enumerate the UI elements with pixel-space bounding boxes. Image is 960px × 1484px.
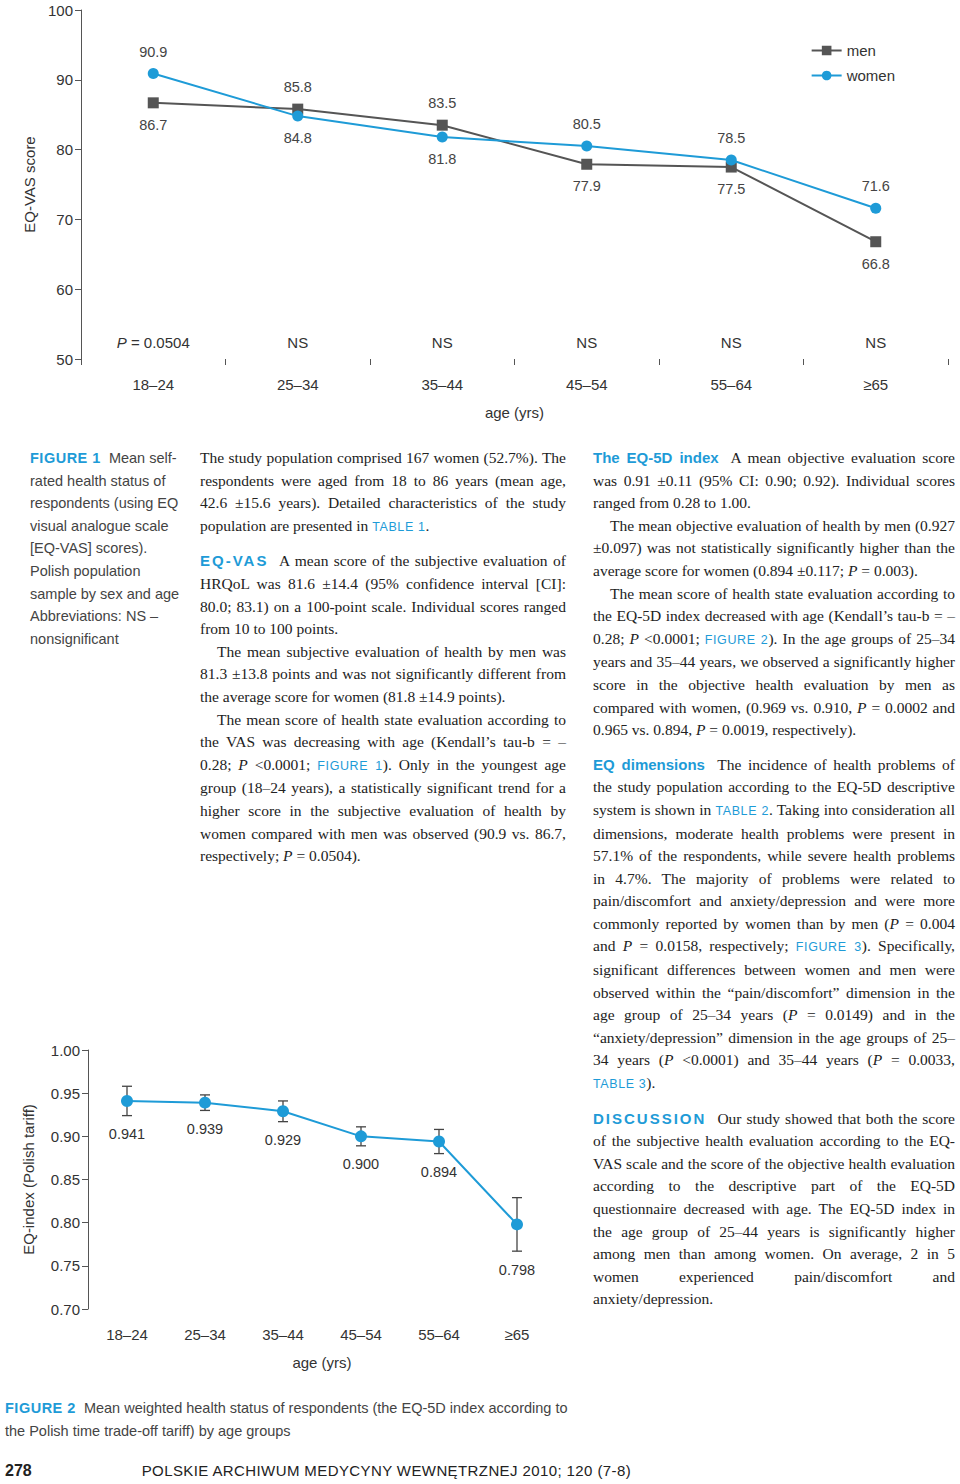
svg-text:18–24: 18–24 bbox=[106, 1326, 148, 1343]
svg-text:85.8: 85.8 bbox=[284, 79, 312, 95]
svg-text:25–34: 25–34 bbox=[184, 1326, 226, 1343]
svg-text:NS: NS bbox=[287, 334, 308, 351]
html-text:Mean self-rated health status: Mean self-rated health status of respond… bbox=[30, 450, 180, 602]
svg-text:70: 70 bbox=[56, 211, 73, 228]
svg-text:≥65: ≥65 bbox=[863, 376, 888, 393]
svg-text:80: 80 bbox=[56, 141, 73, 158]
svg-text:83.5: 83.5 bbox=[428, 95, 456, 111]
svg-text:P: P bbox=[117, 334, 127, 351]
svg-text:18–24: 18–24 bbox=[132, 376, 174, 393]
svg-text:0.941: 0.941 bbox=[109, 1126, 145, 1142]
svg-text:45–54: 45–54 bbox=[340, 1326, 382, 1343]
html-text:DISCUSSION: DISCUSSION bbox=[593, 1109, 707, 1127]
svg-text:71.6: 71.6 bbox=[862, 178, 890, 194]
svg-text:0.900: 0.900 bbox=[343, 1156, 379, 1172]
svg-text:77.5: 77.5 bbox=[717, 181, 745, 197]
svg-text:45–54: 45–54 bbox=[566, 376, 608, 393]
html-text:Abbreviations: NS – nonsignifi: Abbreviations: NS – nonsignificant bbox=[30, 608, 159, 647]
svg-text:1.00: 1.00 bbox=[51, 1042, 80, 1059]
html-text:FIGURE 1: FIGURE 1 bbox=[30, 450, 101, 466]
svg-text:78.5: 78.5 bbox=[717, 130, 745, 146]
svg-text:0.929: 0.929 bbox=[265, 1132, 301, 1148]
svg-text:0.95: 0.95 bbox=[51, 1085, 80, 1102]
html-text:The incidence of health proble: The incidence of health problems of the … bbox=[593, 755, 955, 1069]
svg-text:NS: NS bbox=[721, 334, 742, 351]
svg-text:= 0.0504: = 0.0504 bbox=[127, 334, 190, 351]
svg-text:77.9: 77.9 bbox=[573, 178, 601, 194]
html-text:A mean score of the subjective: A mean score of the subjective evaluatio… bbox=[200, 552, 566, 638]
svg-text:≥65: ≥65 bbox=[505, 1326, 530, 1343]
html-text:Our study showed that both the: Our study showed that both the score of … bbox=[593, 1109, 955, 1308]
svg-text:men: men bbox=[847, 42, 876, 59]
svg-text:NS: NS bbox=[865, 334, 886, 351]
html-text:The mean score of health state: The mean score of health state evaluatio… bbox=[593, 584, 955, 739]
svg-text:0.894: 0.894 bbox=[421, 1164, 457, 1180]
svg-text:90: 90 bbox=[56, 71, 73, 88]
svg-text:EQ-index (Polish tariff): EQ-index (Polish tariff) bbox=[20, 1104, 37, 1255]
svg-text:0.70: 0.70 bbox=[51, 1301, 80, 1318]
svg-text:86.7: 86.7 bbox=[139, 117, 167, 133]
svg-text:0.80: 0.80 bbox=[51, 1214, 80, 1231]
html-text:Mean weighted health status of: Mean weighted health status of responden… bbox=[5, 1400, 568, 1439]
html-text:The mean objective evaluation: The mean objective evaluation of health … bbox=[593, 516, 955, 579]
html-text:TABLE 3).: TABLE 3). bbox=[593, 1074, 656, 1091]
svg-text:0.798: 0.798 bbox=[499, 1262, 535, 1278]
svg-text:EQ-VAS score: EQ-VAS score bbox=[21, 136, 38, 232]
svg-text:NS: NS bbox=[576, 334, 597, 351]
html-text:The mean score of health state: The mean score of health state evaluatio… bbox=[200, 710, 566, 865]
svg-text:35–44: 35–44 bbox=[421, 376, 463, 393]
html-text:The study population comprised: The study population comprised 167 women… bbox=[200, 449, 566, 534]
html-text:EQ dimensions: EQ dimensions bbox=[593, 755, 705, 773]
svg-text:35–44: 35–44 bbox=[262, 1326, 304, 1343]
html-text:FIGURE 2: FIGURE 2 bbox=[5, 1400, 76, 1416]
html-text:The mean subjective evaluation: The mean subjective evaluation of health… bbox=[200, 642, 566, 705]
svg-text:0.75: 0.75 bbox=[51, 1257, 80, 1274]
html-text:A mean objective evaluation sc: A mean objective evaluation score was 0.… bbox=[593, 449, 955, 512]
svg-text:0.90: 0.90 bbox=[51, 1128, 80, 1145]
svg-text:age (yrs): age (yrs) bbox=[292, 1354, 351, 1371]
svg-text:90.9: 90.9 bbox=[139, 44, 167, 60]
svg-text:66.8: 66.8 bbox=[862, 256, 890, 272]
svg-text:84.8: 84.8 bbox=[284, 130, 312, 146]
svg-text:55–64: 55–64 bbox=[710, 376, 752, 393]
svg-text:100: 100 bbox=[48, 2, 73, 19]
svg-text:women: women bbox=[846, 67, 895, 84]
svg-text:60: 60 bbox=[56, 281, 73, 298]
svg-text:0.85: 0.85 bbox=[51, 1171, 80, 1188]
svg-text:80.5: 80.5 bbox=[573, 116, 601, 132]
svg-text:age (yrs): age (yrs) bbox=[485, 404, 544, 421]
svg-text:50: 50 bbox=[56, 351, 73, 368]
svg-text:25–34: 25–34 bbox=[277, 376, 319, 393]
html-text:POLSKIE ARCHIWUM MEDYCYNY WEWN: POLSKIE ARCHIWUM MEDYCYNY WEWNĘTRZNEJ 20… bbox=[141, 1462, 632, 1479]
html-text:278: 278 bbox=[5, 1462, 32, 1479]
svg-text:55–64: 55–64 bbox=[418, 1326, 460, 1343]
html-text:EQ-VAS: EQ-VAS bbox=[200, 552, 269, 570]
html-text:The EQ-5D index: The EQ-5D index bbox=[593, 449, 719, 466]
svg-text:81.8: 81.8 bbox=[428, 151, 456, 167]
svg-text:0.939: 0.939 bbox=[187, 1121, 223, 1137]
svg-text:NS: NS bbox=[432, 334, 453, 351]
